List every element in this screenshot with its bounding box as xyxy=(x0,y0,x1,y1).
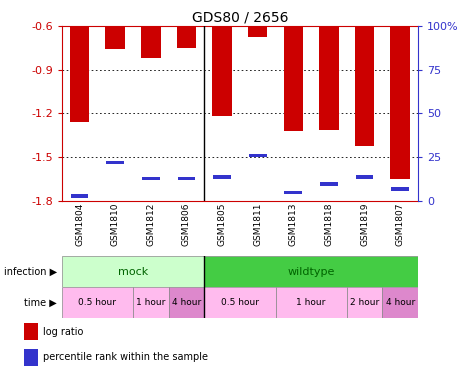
Text: 1 hour: 1 hour xyxy=(296,298,326,307)
Bar xyxy=(133,287,169,318)
Bar xyxy=(249,154,266,157)
Bar xyxy=(106,161,124,164)
Bar xyxy=(355,26,374,146)
Bar xyxy=(24,349,38,366)
Text: time ▶: time ▶ xyxy=(24,298,57,308)
Bar xyxy=(382,287,418,318)
Text: 1 hour: 1 hour xyxy=(136,298,165,307)
Bar xyxy=(142,177,160,180)
Bar xyxy=(391,187,409,191)
Text: infection ▶: infection ▶ xyxy=(4,267,57,277)
Bar xyxy=(284,26,303,131)
Bar xyxy=(319,26,339,130)
Bar xyxy=(212,26,232,116)
Bar xyxy=(71,194,88,198)
Text: log ratio: log ratio xyxy=(43,327,83,337)
Bar xyxy=(320,182,338,186)
Bar xyxy=(24,323,38,340)
Bar xyxy=(390,26,410,179)
Bar xyxy=(248,26,267,37)
Text: 2 hour: 2 hour xyxy=(350,298,379,307)
Bar xyxy=(276,287,347,318)
Bar xyxy=(70,26,89,122)
Text: percentile rank within the sample: percentile rank within the sample xyxy=(43,352,208,362)
Bar xyxy=(169,287,204,318)
Bar xyxy=(178,177,195,180)
Text: mock: mock xyxy=(118,267,148,277)
Bar xyxy=(356,175,373,179)
Bar xyxy=(177,26,196,48)
Bar xyxy=(347,287,382,318)
Text: 4 hour: 4 hour xyxy=(386,298,415,307)
Bar xyxy=(62,287,133,318)
Bar xyxy=(285,191,302,194)
Bar xyxy=(213,175,231,179)
Text: wildtype: wildtype xyxy=(287,267,335,277)
Bar xyxy=(204,287,276,318)
Text: 0.5 hour: 0.5 hour xyxy=(221,298,259,307)
Text: 0.5 hour: 0.5 hour xyxy=(78,298,116,307)
Text: 4 hour: 4 hour xyxy=(172,298,201,307)
Bar xyxy=(204,256,418,287)
Bar xyxy=(105,26,125,49)
Bar xyxy=(62,256,204,287)
Title: GDS80 / 2656: GDS80 / 2656 xyxy=(191,11,288,25)
Bar xyxy=(141,26,161,58)
